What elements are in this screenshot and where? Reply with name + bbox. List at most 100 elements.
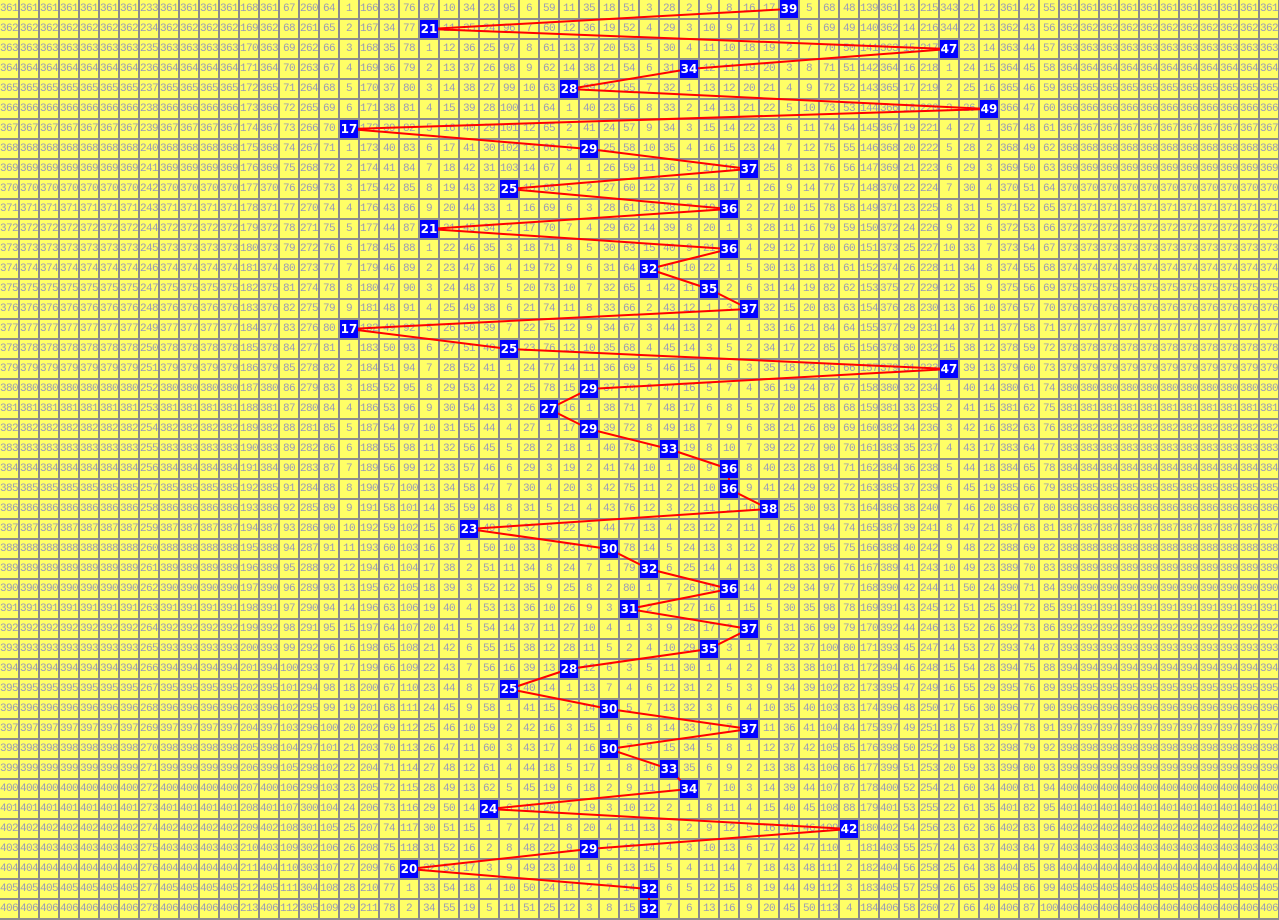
omission-cell: 371 <box>60 200 78 218</box>
omission-cell: 87 <box>280 400 298 418</box>
omission-cell: 368 <box>1220 140 1238 158</box>
omission-cell: 400 <box>1260 780 1278 798</box>
omission-cell: 9 <box>700 0 718 18</box>
omission-cell: 28 <box>480 100 498 118</box>
omission-cell: 383 <box>1180 440 1198 458</box>
omission-cell: 60 <box>1040 100 1058 118</box>
omission-cell: 390 <box>1080 580 1098 598</box>
omission-cell: 403 <box>20 840 38 858</box>
omission-cell: 397 <box>180 720 198 738</box>
omission-cell: 373 <box>1260 240 1278 258</box>
omission-cell: 387 <box>1060 520 1078 538</box>
omission-cell: 385 <box>120 480 138 498</box>
hit-marker: 39 <box>780 0 798 18</box>
omission-cell: 9 <box>420 200 438 218</box>
omission-cell: 21 <box>960 0 978 18</box>
omission-cell: 381 <box>1140 400 1158 418</box>
omission-cell: 80 <box>820 240 838 258</box>
omission-cell: 8 <box>340 280 358 298</box>
omission-cell: 81 <box>820 260 838 278</box>
omission-cell: 395 <box>1220 680 1238 698</box>
omission-cell: 375 <box>1060 280 1078 298</box>
omission-cell: 39 <box>660 220 678 238</box>
omission-cell: 27 <box>800 440 818 458</box>
omission-cell: 381 <box>1180 400 1198 418</box>
omission-cell: 27 <box>480 80 498 98</box>
omission-cell: 14 <box>660 720 678 738</box>
omission-cell: 33 <box>780 660 798 678</box>
omission-cell: 387 <box>220 520 238 538</box>
omission-cell: 391 <box>180 600 198 618</box>
omission-cell: 366 <box>0 100 18 118</box>
omission-cell: 111 <box>280 880 298 898</box>
omission-cell: 388 <box>100 540 118 558</box>
omission-cell: 5 <box>500 280 518 298</box>
omission-cell: 80 <box>400 80 418 98</box>
omission-cell: 256 <box>920 820 938 838</box>
omission-cell: 384 <box>260 460 278 478</box>
omission-cell: 285 <box>300 500 318 518</box>
omission-cell: 1 <box>640 580 658 598</box>
omission-cell: 379 <box>1100 360 1118 378</box>
omission-cell: 22 <box>700 260 718 278</box>
omission-cell: 4 <box>840 900 858 918</box>
omission-cell: 383 <box>100 440 118 458</box>
omission-cell: 373 <box>1120 240 1138 258</box>
omission-cell: 10 <box>720 780 738 798</box>
omission-cell: 84 <box>280 340 298 358</box>
omission-cell: 388 <box>1100 540 1118 558</box>
omission-cell: 248 <box>920 660 938 678</box>
omission-cell: 7 <box>680 200 698 218</box>
omission-cell: 110 <box>280 860 298 878</box>
omission-cell: 366 <box>1260 100 1278 118</box>
omission-cell: 44 <box>600 520 618 538</box>
omission-cell: 378 <box>120 340 138 358</box>
omission-cell: 370 <box>1000 180 1018 198</box>
omission-cell: 86 <box>280 380 298 398</box>
omission-cell: 404 <box>40 860 58 878</box>
omission-cell: 253 <box>140 400 158 418</box>
omission-cell: 279 <box>300 380 318 398</box>
omission-cell: 389 <box>1180 560 1198 578</box>
omission-cell: 51 <box>900 760 918 778</box>
omission-cell: 406 <box>1140 900 1158 918</box>
omission-cell: 2 <box>580 180 598 198</box>
omission-cell: 396 <box>880 700 898 718</box>
omission-cell: 297 <box>300 740 318 758</box>
omission-cell: 397 <box>200 720 218 738</box>
omission-cell: 19 <box>940 740 958 758</box>
omission-cell: 78 <box>1040 460 1058 478</box>
omission-cell: 381 <box>40 400 58 418</box>
omission-cell: 8 <box>620 760 638 778</box>
omission-cell: 46 <box>460 240 478 258</box>
omission-cell: 392 <box>0 620 18 638</box>
omission-cell: 5 <box>760 600 778 618</box>
omission-cell: 241 <box>140 160 158 178</box>
omission-cell: 26 <box>900 260 918 278</box>
omission-cell: 94 <box>1040 780 1058 798</box>
omission-cell: 378 <box>1220 340 1238 358</box>
omission-cell: 60 <box>380 540 398 558</box>
omission-cell: 12 <box>640 800 658 818</box>
omission-cell: 8 <box>580 580 598 598</box>
omission-cell: 75 <box>620 480 638 498</box>
omission-cell: 58 <box>840 200 858 218</box>
omission-cell: 1 <box>940 380 958 398</box>
omission-cell: 379 <box>80 360 98 378</box>
omission-cell: 30 <box>960 180 978 198</box>
omission-cell: 384 <box>1220 460 1238 478</box>
omission-cell: 22 <box>780 440 798 458</box>
hit-marker: 38 <box>760 500 778 518</box>
omission-cell: 8 <box>460 680 478 698</box>
omission-cell: 32 <box>520 520 538 538</box>
omission-cell: 92 <box>820 480 838 498</box>
omission-cell: 362 <box>220 20 238 38</box>
omission-cell: 387 <box>100 520 118 538</box>
omission-cell: 29 <box>760 240 778 258</box>
omission-cell: 37 <box>520 620 538 638</box>
omission-cell: 370 <box>80 180 98 198</box>
omission-cell: 374 <box>180 260 198 278</box>
omission-cell: 96 <box>500 20 518 38</box>
omission-cell: 387 <box>1140 520 1158 538</box>
omission-cell: 66 <box>540 140 558 158</box>
